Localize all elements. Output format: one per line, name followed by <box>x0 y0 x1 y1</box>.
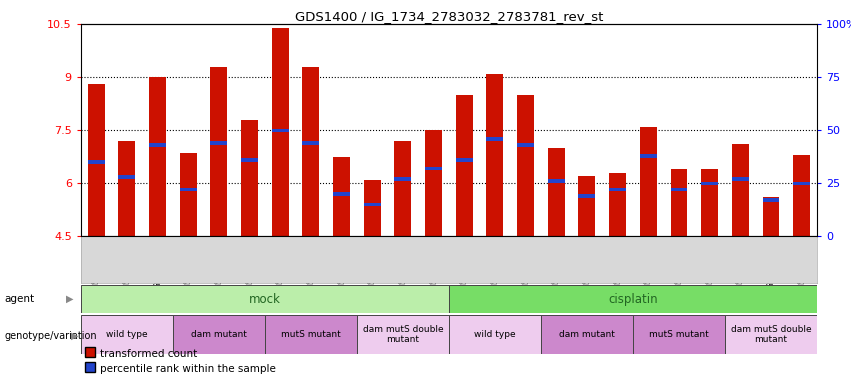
Bar <box>762 197 780 236</box>
Bar <box>302 141 319 145</box>
Bar <box>456 158 472 162</box>
Bar <box>487 137 503 141</box>
Bar <box>793 155 810 236</box>
Bar <box>149 77 166 236</box>
Title: GDS1400 / IG_1734_2783032_2783781_rev_st: GDS1400 / IG_1734_2783032_2783781_rev_st <box>294 10 603 23</box>
Bar <box>793 182 810 185</box>
Bar <box>640 127 657 236</box>
Bar <box>180 153 197 236</box>
FancyBboxPatch shape <box>81 315 173 354</box>
Bar <box>609 188 626 191</box>
Text: wild type: wild type <box>106 330 148 339</box>
Bar <box>271 28 288 236</box>
FancyBboxPatch shape <box>541 315 633 354</box>
Text: mock: mock <box>249 292 281 306</box>
Bar <box>395 177 411 181</box>
Text: percentile rank within the sample: percentile rank within the sample <box>100 364 277 374</box>
FancyBboxPatch shape <box>448 315 541 354</box>
FancyBboxPatch shape <box>81 285 448 313</box>
Text: dam mutS double
mutant: dam mutS double mutant <box>363 325 443 344</box>
Bar <box>210 141 227 145</box>
FancyBboxPatch shape <box>725 315 817 354</box>
Bar <box>426 130 442 236</box>
FancyBboxPatch shape <box>173 315 265 354</box>
Bar <box>701 182 718 185</box>
Bar <box>88 160 105 164</box>
Bar <box>302 67 319 236</box>
Text: ▶: ▶ <box>71 331 78 340</box>
Bar <box>149 143 166 147</box>
FancyBboxPatch shape <box>357 315 448 354</box>
FancyBboxPatch shape <box>448 285 817 313</box>
FancyBboxPatch shape <box>633 315 725 354</box>
Bar <box>762 198 780 202</box>
Bar <box>732 177 749 181</box>
Text: wild type: wild type <box>474 330 516 339</box>
Bar <box>548 148 565 236</box>
Bar <box>210 67 227 236</box>
Bar <box>732 144 749 236</box>
Bar <box>671 188 688 191</box>
Text: transformed count: transformed count <box>100 349 197 359</box>
Bar <box>395 141 411 236</box>
Text: dam mutant: dam mutant <box>559 330 615 339</box>
Bar <box>701 169 718 236</box>
Bar <box>363 180 380 236</box>
Bar <box>333 157 350 236</box>
Bar <box>487 74 503 236</box>
Bar <box>579 194 596 198</box>
Bar <box>118 141 135 236</box>
Text: genotype/variation: genotype/variation <box>4 331 97 340</box>
Text: dam mutant: dam mutant <box>191 330 247 339</box>
Text: ▶: ▶ <box>66 294 73 304</box>
Bar <box>426 166 442 170</box>
Bar <box>271 129 288 132</box>
Bar <box>609 172 626 236</box>
Bar <box>241 120 258 236</box>
Text: dam mutS double
mutant: dam mutS double mutant <box>731 325 811 344</box>
Bar <box>640 154 657 158</box>
Text: cisplatin: cisplatin <box>608 292 658 306</box>
Bar <box>671 169 688 236</box>
Bar <box>517 143 534 147</box>
Bar <box>579 176 596 236</box>
Bar <box>548 179 565 183</box>
FancyBboxPatch shape <box>265 315 357 354</box>
Bar <box>118 175 135 179</box>
Bar <box>241 158 258 162</box>
Bar <box>517 95 534 236</box>
Text: mutS mutant: mutS mutant <box>649 330 709 339</box>
Bar <box>333 192 350 196</box>
Bar <box>456 95 472 236</box>
Bar <box>88 84 105 236</box>
Bar <box>180 188 197 191</box>
Bar <box>363 203 380 206</box>
Text: mutS mutant: mutS mutant <box>281 330 340 339</box>
Text: agent: agent <box>4 294 34 304</box>
